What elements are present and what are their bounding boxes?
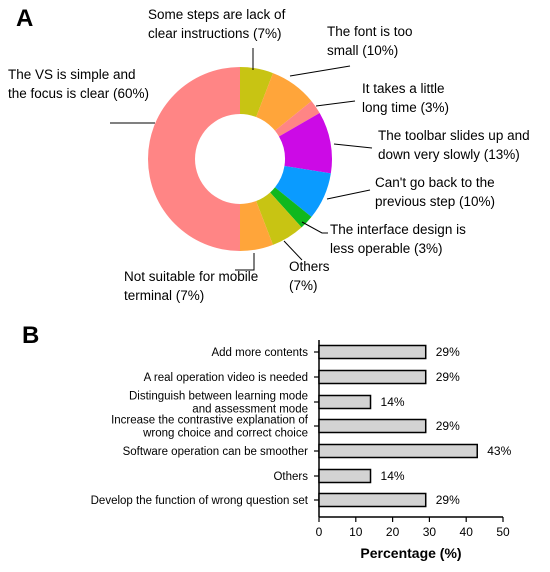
category-label-line: A real operation video is needed: [144, 372, 308, 384]
slice-label-line: The toolbar slides up and: [378, 128, 530, 143]
category-label-line: wrong choice and correct choice: [142, 428, 308, 440]
slice-label: Can't go back to the previous step (10%): [375, 175, 495, 209]
category-label-line: Increase the contrastive explanation of: [111, 415, 309, 427]
slice-label-line: Not suitable for mobile: [124, 269, 258, 284]
category-label: Software operation can be smoother: [123, 446, 309, 458]
slice-label-line: The interface design is: [330, 222, 466, 237]
category-label-line: Develop the function of wrong question s…: [91, 495, 309, 507]
donut-slice: [274, 101, 320, 137]
bar: [318, 418, 427, 434]
donut-slice: [240, 67, 273, 117]
donut-slice: [148, 67, 240, 251]
x-tick-label: 30: [423, 525, 437, 539]
slice-label-line: The font is too: [327, 24, 413, 39]
category-label-line: and assessment mode: [192, 404, 308, 416]
slice-label-line: less operable (3%): [330, 241, 443, 256]
category-label: Others: [273, 471, 308, 483]
slice-label-line: the focus is clear (60%): [8, 86, 149, 101]
bar-value-label: 14%: [381, 395, 405, 409]
slice-label: Others (7%): [289, 259, 330, 293]
bar-value-label: 29%: [436, 370, 460, 384]
x-axis-title: Percentage (%): [360, 545, 461, 561]
category-label: Distinguish between learning mode and ass…: [129, 391, 308, 416]
category-label-line: Add more contents: [211, 347, 308, 359]
bar-value-label: 14%: [381, 469, 405, 483]
slice-label: The toolbar slides up and down very slowl…: [378, 128, 530, 162]
donut-slice: [240, 201, 273, 251]
bar: [318, 369, 427, 385]
x-tick-label: 40: [460, 525, 474, 539]
slice-label-line: terminal (7%): [124, 288, 204, 303]
donut-slice: [274, 166, 331, 217]
slice-label: The VS is simple and the focus is clear (…: [8, 67, 149, 101]
leader-line: [315, 100, 356, 107]
donut-slice: [278, 113, 333, 174]
leader-line: [283, 240, 303, 261]
category-label: Add more contents: [211, 347, 308, 359]
bar-value-label: 29%: [436, 419, 460, 433]
category-label: Develop the function of wrong question s…: [91, 495, 309, 507]
category-label: Increase the contrastive explanation of w…: [111, 415, 309, 440]
slice-label-line: Can't go back to the: [375, 175, 495, 190]
x-tick-label: 10: [349, 525, 363, 539]
category-label-line: Distinguish between learning mode: [129, 391, 308, 403]
category-label-line: Others: [273, 471, 308, 483]
panel-b-label: B: [22, 322, 39, 349]
slice-label: Some steps are lack of clear instructions…: [148, 7, 286, 41]
slice-label-line: Others: [289, 259, 330, 274]
bar-value-label: 29%: [436, 345, 460, 359]
x-tick-label: 20: [386, 525, 400, 539]
slice-label: The interface design is less operable (3%…: [330, 222, 466, 256]
leader-line: [289, 65, 351, 77]
x-tick-label: 0: [316, 525, 323, 539]
slice-label: The font is too small (10%): [327, 24, 413, 58]
donut-chart: Some steps are lack of clear instructions…: [8, 7, 530, 303]
slice-label: Not suitable for mobile terminal (7%): [124, 269, 258, 303]
bar-chart: 0 10 20 30 40 50 Percentage (%) Add more conten…: [91, 340, 512, 561]
bar-value-label: 43%: [487, 444, 511, 458]
leader-line: [326, 189, 371, 200]
category-label: A real operation video is needed: [144, 372, 308, 384]
slice-label-line: clear instructions (7%): [148, 26, 282, 41]
bar-value-label: 29%: [436, 493, 460, 507]
bar: [318, 394, 372, 410]
bar: [318, 492, 427, 508]
bar: [318, 468, 372, 484]
leader-line: [301, 221, 328, 234]
slice-label-line: previous step (10%): [375, 194, 495, 209]
slice-label-line: It takes a little: [362, 81, 445, 96]
slice-label-line: small (10%): [327, 43, 398, 58]
donut-slice: [256, 73, 312, 131]
slice-label-line: The VS is simple and: [8, 67, 136, 82]
slice-label-line: down very slowly (13%): [378, 147, 520, 162]
category-label-line: Software operation can be smoother: [123, 446, 309, 458]
leader-line: [235, 253, 255, 271]
slice-label: It takes a little long time (3%): [362, 81, 449, 115]
bar: [318, 443, 478, 459]
slice-label-line: (7%): [289, 278, 318, 293]
donut-slice: [270, 187, 312, 228]
leader-line: [333, 143, 373, 149]
donut-slice: [256, 192, 302, 245]
slice-label-line: Some steps are lack of: [148, 7, 286, 22]
panel-a-label: A: [16, 5, 33, 32]
x-tick-label: 50: [496, 525, 510, 539]
bar: [318, 344, 427, 360]
slice-label-line: long time (3%): [362, 100, 449, 115]
